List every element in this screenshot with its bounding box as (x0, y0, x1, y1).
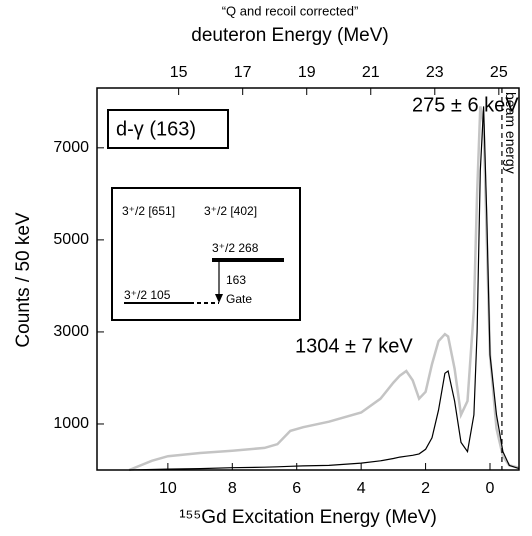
annotation: 1304 ± 7 keV (295, 335, 413, 357)
x2-tick-label: 19 (298, 64, 316, 81)
inset-label: 3⁺/2 [651] (122, 204, 175, 218)
y-tick-label: 7000 (53, 139, 89, 156)
inset-label: Gate (226, 292, 252, 306)
inset-label: 163 (226, 273, 246, 287)
inset-label: 3⁺/2 [402] (204, 204, 257, 218)
chart-subtitle: “Q and recoil corrected” (222, 3, 359, 18)
x2-tick-label: 23 (426, 64, 444, 81)
beam-label: beam energy (503, 92, 519, 174)
inset: 3⁺/2 [651] 3⁺/2 [402] 3⁺/2 268 163 Gate … (112, 188, 300, 320)
y-axis-label: Counts / 50 keV (13, 212, 34, 348)
x2-axis-label: deuteron Energy (MeV) (191, 25, 389, 46)
annotation: d-γ (163) (116, 118, 196, 140)
x2-tick-label: 25 (490, 64, 508, 81)
y-tick-label: 3000 (53, 323, 89, 340)
x2-tick-label: 17 (234, 64, 252, 81)
annotation: 275 ± 6 keV (412, 94, 519, 116)
y-tick-label: 1000 (53, 415, 89, 432)
inset-label: 3⁺/2 105 (124, 288, 171, 302)
x2-tick-label: 15 (170, 64, 188, 81)
y-tick-label: 5000 (53, 231, 89, 248)
inset-label: 3⁺/2 268 (212, 241, 259, 255)
x-axis-label: ¹⁵⁵Gd Excitation Energy (MeV) (179, 507, 437, 528)
x-tick-label: 8 (228, 480, 237, 497)
x-tick-label: 4 (357, 480, 366, 497)
x-tick-label: 6 (292, 480, 301, 497)
x-tick-label: 10 (159, 480, 177, 497)
x-tick-label: 0 (486, 480, 495, 497)
x-tick-label: 2 (421, 480, 430, 497)
x2-tick-label: 21 (362, 64, 380, 81)
